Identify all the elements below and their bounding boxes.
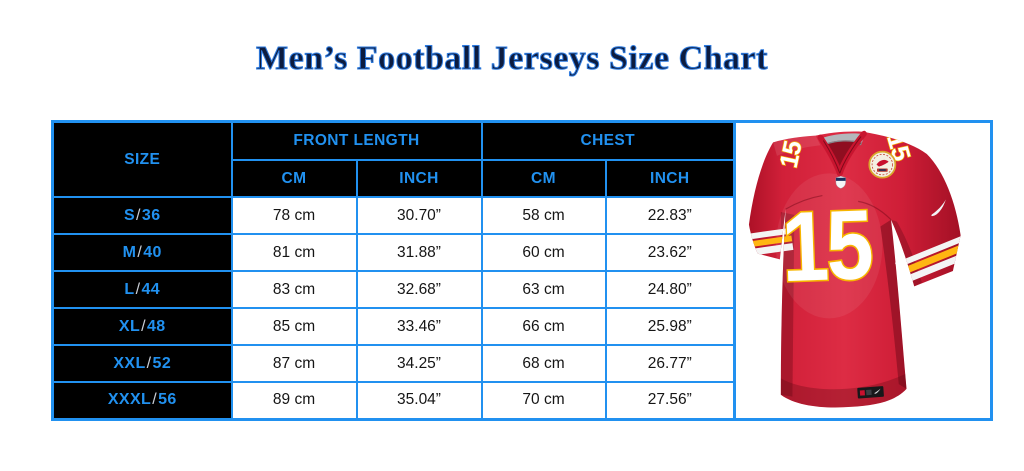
size-label-text: M bbox=[122, 243, 137, 261]
yoke-seam-left bbox=[785, 195, 823, 210]
chest-cm-value: 60 cm bbox=[480, 233, 607, 272]
chest-inch-value: 26.77” bbox=[604, 344, 736, 383]
table-row: XXXL/56 89 cm 35.04” 70 cm 27.56” bbox=[51, 381, 736, 420]
jock-tag bbox=[857, 386, 884, 399]
front-length-cm-value: 78 cm bbox=[230, 196, 358, 235]
front-length-cm-value: 87 cm bbox=[230, 344, 358, 383]
column-header-size: SIZE bbox=[51, 120, 233, 198]
collar-trim-line-right bbox=[839, 136, 862, 174]
chest-cm-value: 70 cm bbox=[480, 381, 607, 420]
chest-inch-value: 22.83” bbox=[604, 196, 736, 235]
chest-inch-value: 24.80” bbox=[604, 270, 736, 309]
size-label-slash: / bbox=[137, 243, 143, 261]
nike-swoosh-icon bbox=[931, 199, 946, 217]
size-label-slash: / bbox=[146, 354, 152, 372]
front-length-cm-value: 81 cm bbox=[230, 233, 358, 272]
shoulder-number-left: 15 bbox=[775, 138, 808, 170]
size-label-number: 48 bbox=[147, 317, 166, 335]
front-length-inch-value: 31.88” bbox=[355, 233, 483, 272]
size-label-number: 36 bbox=[141, 206, 161, 224]
collar-trim-line-left bbox=[822, 140, 841, 174]
jersey-image: 15 15 15 bbox=[748, 131, 961, 408]
table-row: S/36 78 cm 30.70” 58 cm 22.83” bbox=[51, 196, 736, 235]
column-header-chest-cm: CM bbox=[480, 159, 607, 198]
chest-inch-value: 25.98” bbox=[604, 307, 736, 346]
size-label-text: XL bbox=[118, 317, 141, 335]
table-row: XL/48 85 cm 33.46” 66 cm 25.98” bbox=[51, 307, 736, 346]
size-label: XXXL/56 bbox=[51, 381, 233, 420]
jersey-highlight bbox=[776, 173, 883, 319]
chest-cm-value: 66 cm bbox=[480, 307, 607, 346]
size-label-slash: / bbox=[135, 280, 141, 298]
jersey-left-shadow bbox=[780, 212, 795, 397]
table-row: M/40 81 cm 31.88” 60 cm 23.62” bbox=[51, 233, 736, 272]
size-label-text: XXL bbox=[113, 354, 146, 372]
table-row: XXL/52 87 cm 34.25” 68 cm 26.77” bbox=[51, 344, 736, 383]
column-header-chest-inch: INCH bbox=[604, 159, 736, 198]
front-length-inch-value: 35.04” bbox=[355, 381, 483, 420]
size-label-slash: / bbox=[136, 206, 141, 224]
front-length-cm-value: 83 cm bbox=[230, 270, 358, 309]
size-label: XXL/52 bbox=[51, 344, 233, 383]
size-label: S/36 bbox=[51, 196, 233, 235]
size-label-number: 56 bbox=[158, 391, 177, 409]
front-length-cm-value: 89 cm bbox=[230, 381, 358, 420]
collar bbox=[817, 131, 867, 177]
chest-inch-value: 23.62” bbox=[604, 233, 736, 272]
chest-cm-value: 68 cm bbox=[480, 344, 607, 383]
chest-number: 15 bbox=[780, 189, 874, 302]
jersey-shoulder-highlight bbox=[773, 135, 821, 157]
size-chart-layout: SIZE FRONT LENGTH CHEST CM INCH CM INCH … bbox=[51, 120, 994, 421]
jersey-right-shadow bbox=[880, 219, 907, 390]
cuff-stripes-right bbox=[894, 235, 961, 285]
size-label-text: S bbox=[123, 206, 136, 224]
jersey-hem-shadow bbox=[780, 373, 907, 408]
table-row: L/44 83 cm 32.68” 63 cm 24.80” bbox=[51, 270, 736, 309]
column-header-front-cm: CM bbox=[230, 159, 358, 198]
size-label-text: XXXL bbox=[107, 391, 152, 409]
column-header-chest: CHEST bbox=[480, 120, 736, 161]
front-length-cm-value: 85 cm bbox=[230, 307, 358, 346]
size-label-slash: / bbox=[141, 317, 146, 335]
size-label-number: 40 bbox=[143, 243, 162, 261]
front-length-inch-value: 32.68” bbox=[355, 270, 483, 309]
column-header-front-inch: INCH bbox=[355, 159, 483, 198]
size-label-number: 52 bbox=[152, 354, 172, 372]
chiefs-patch-logo bbox=[868, 150, 897, 179]
nfl-shield-logo bbox=[835, 176, 846, 189]
page-title: Men’s Football Jerseys Size Chart bbox=[256, 40, 768, 78]
column-header-front-length: FRONT LENGTH bbox=[230, 120, 483, 161]
size-label: M/40 bbox=[51, 233, 233, 272]
size-label-slash: / bbox=[152, 391, 158, 409]
chest-cm-value: 58 cm bbox=[480, 196, 607, 235]
jersey-image-cell: 15 15 15 bbox=[736, 120, 994, 421]
front-length-inch-value: 34.25” bbox=[355, 344, 483, 383]
collar-gray-band bbox=[820, 133, 865, 145]
size-label-number: 44 bbox=[141, 280, 161, 298]
size-label: L/44 bbox=[51, 270, 233, 309]
size-table: SIZE FRONT LENGTH CHEST CM INCH CM INCH … bbox=[51, 120, 737, 421]
chest-cm-value: 63 cm bbox=[480, 270, 607, 309]
yoke-seam-right bbox=[858, 201, 892, 221]
front-length-inch-value: 30.70” bbox=[355, 196, 483, 235]
front-length-inch-value: 33.46” bbox=[355, 307, 483, 346]
chest-inch-value: 27.56” bbox=[604, 381, 736, 420]
size-label-text: L bbox=[124, 280, 135, 298]
size-label: XL/48 bbox=[51, 307, 233, 346]
